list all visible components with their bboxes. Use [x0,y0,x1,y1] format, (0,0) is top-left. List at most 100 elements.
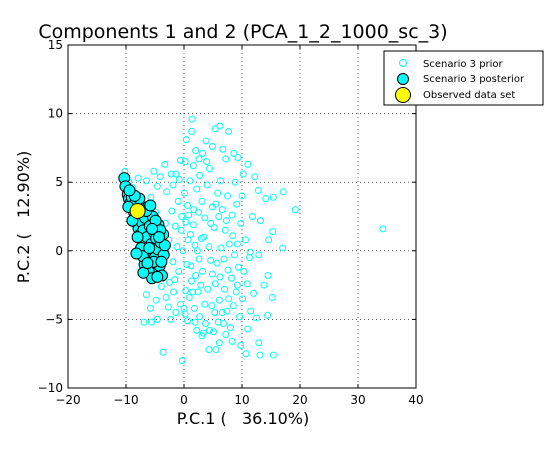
prior-point [210,328,218,336]
prior-point [211,280,219,288]
prior-point [224,266,232,274]
prior-point [224,192,231,200]
prior-point [184,236,192,244]
prior-point [142,177,150,185]
prior-point [146,304,154,312]
prior-point [159,348,167,356]
observed-series [129,203,146,220]
prior-point [207,219,215,227]
prior-point [189,221,197,229]
prior-point [195,155,203,163]
prior-point [232,288,240,296]
prior-point [168,207,176,215]
prior-point [208,302,216,310]
prior-point [178,357,186,365]
prior-point [218,309,226,317]
prior-point [170,288,178,296]
prior-point [199,149,207,157]
prior-point [225,127,233,135]
prior-point [260,281,268,289]
prior-point [190,206,198,214]
prior-point [228,211,236,219]
prior-point [210,223,218,231]
prior-point [250,289,258,297]
prior-point [199,267,207,275]
prior-point [157,282,165,290]
posterior-point [144,199,157,212]
posterior-point [153,231,166,244]
prior-point [134,174,142,182]
prior-point [191,318,199,326]
prior-point [190,304,198,312]
legend-marker-prior [399,59,407,67]
prior-point [257,217,265,225]
prior-point [251,173,259,181]
prior-point [183,261,191,269]
prior-point [264,271,272,279]
prior-point [255,339,263,347]
prior-point [152,296,160,304]
prior-point [192,271,200,279]
x-tick-label: 0 [180,393,188,407]
prior-point [183,202,191,210]
prior-point [240,267,248,275]
prior-point [205,243,213,251]
prior-point [197,234,205,242]
prior-point [177,226,185,234]
y-tick-label: −5 [45,312,63,326]
prior-point [279,244,287,252]
prior-point [140,318,148,326]
prior-point [193,326,201,334]
prior-point [185,293,193,301]
prior-point [214,318,222,326]
prior-series [121,115,387,365]
prior-point [222,155,230,163]
prior-point [264,311,272,319]
grid-lines [68,45,416,388]
prior-point [220,255,228,263]
prior-point [269,351,277,359]
prior-point [153,182,161,190]
prior-point [233,200,241,208]
prior-point [237,219,245,227]
x-tick-label: 20 [292,393,307,407]
prior-point [174,197,182,205]
plot-frame [67,44,417,389]
prior-point [221,285,229,293]
prior-point [182,136,190,144]
prior-point [196,313,204,321]
prior-point [201,300,209,308]
prior-point [228,274,236,282]
prior-point [212,200,220,208]
prior-point [204,285,212,293]
prior-point [268,293,276,301]
prior-point [188,127,196,135]
prior-point [178,213,186,220]
prior-point [169,181,177,189]
posterior-point [151,270,164,283]
prior-point [253,314,260,322]
prior-point [248,213,256,220]
prior-point [215,339,223,347]
prior-point [239,170,247,178]
prior-point [221,226,229,234]
prior-point [222,217,230,225]
chart-title: Components 1 and 2 (PCA_1_2_1000_sc_3) [38,21,447,43]
prior-point [228,337,236,345]
prior-point [162,293,170,301]
prior-point [291,206,299,214]
posterior-point [141,257,154,270]
prior-point [379,225,387,233]
prior-point [233,240,241,248]
prior-point [202,137,210,145]
prior-point [192,147,200,155]
prior-point [175,175,183,183]
prior-point [242,350,250,358]
prior-point [234,154,242,162]
prior-point [153,315,161,323]
prior-point [237,341,245,349]
prior-point [181,310,189,318]
prior-point [201,320,209,328]
legend: Scenario 3 prior Scenario 3 posterior Ob… [383,50,544,106]
prior-point [147,193,155,201]
